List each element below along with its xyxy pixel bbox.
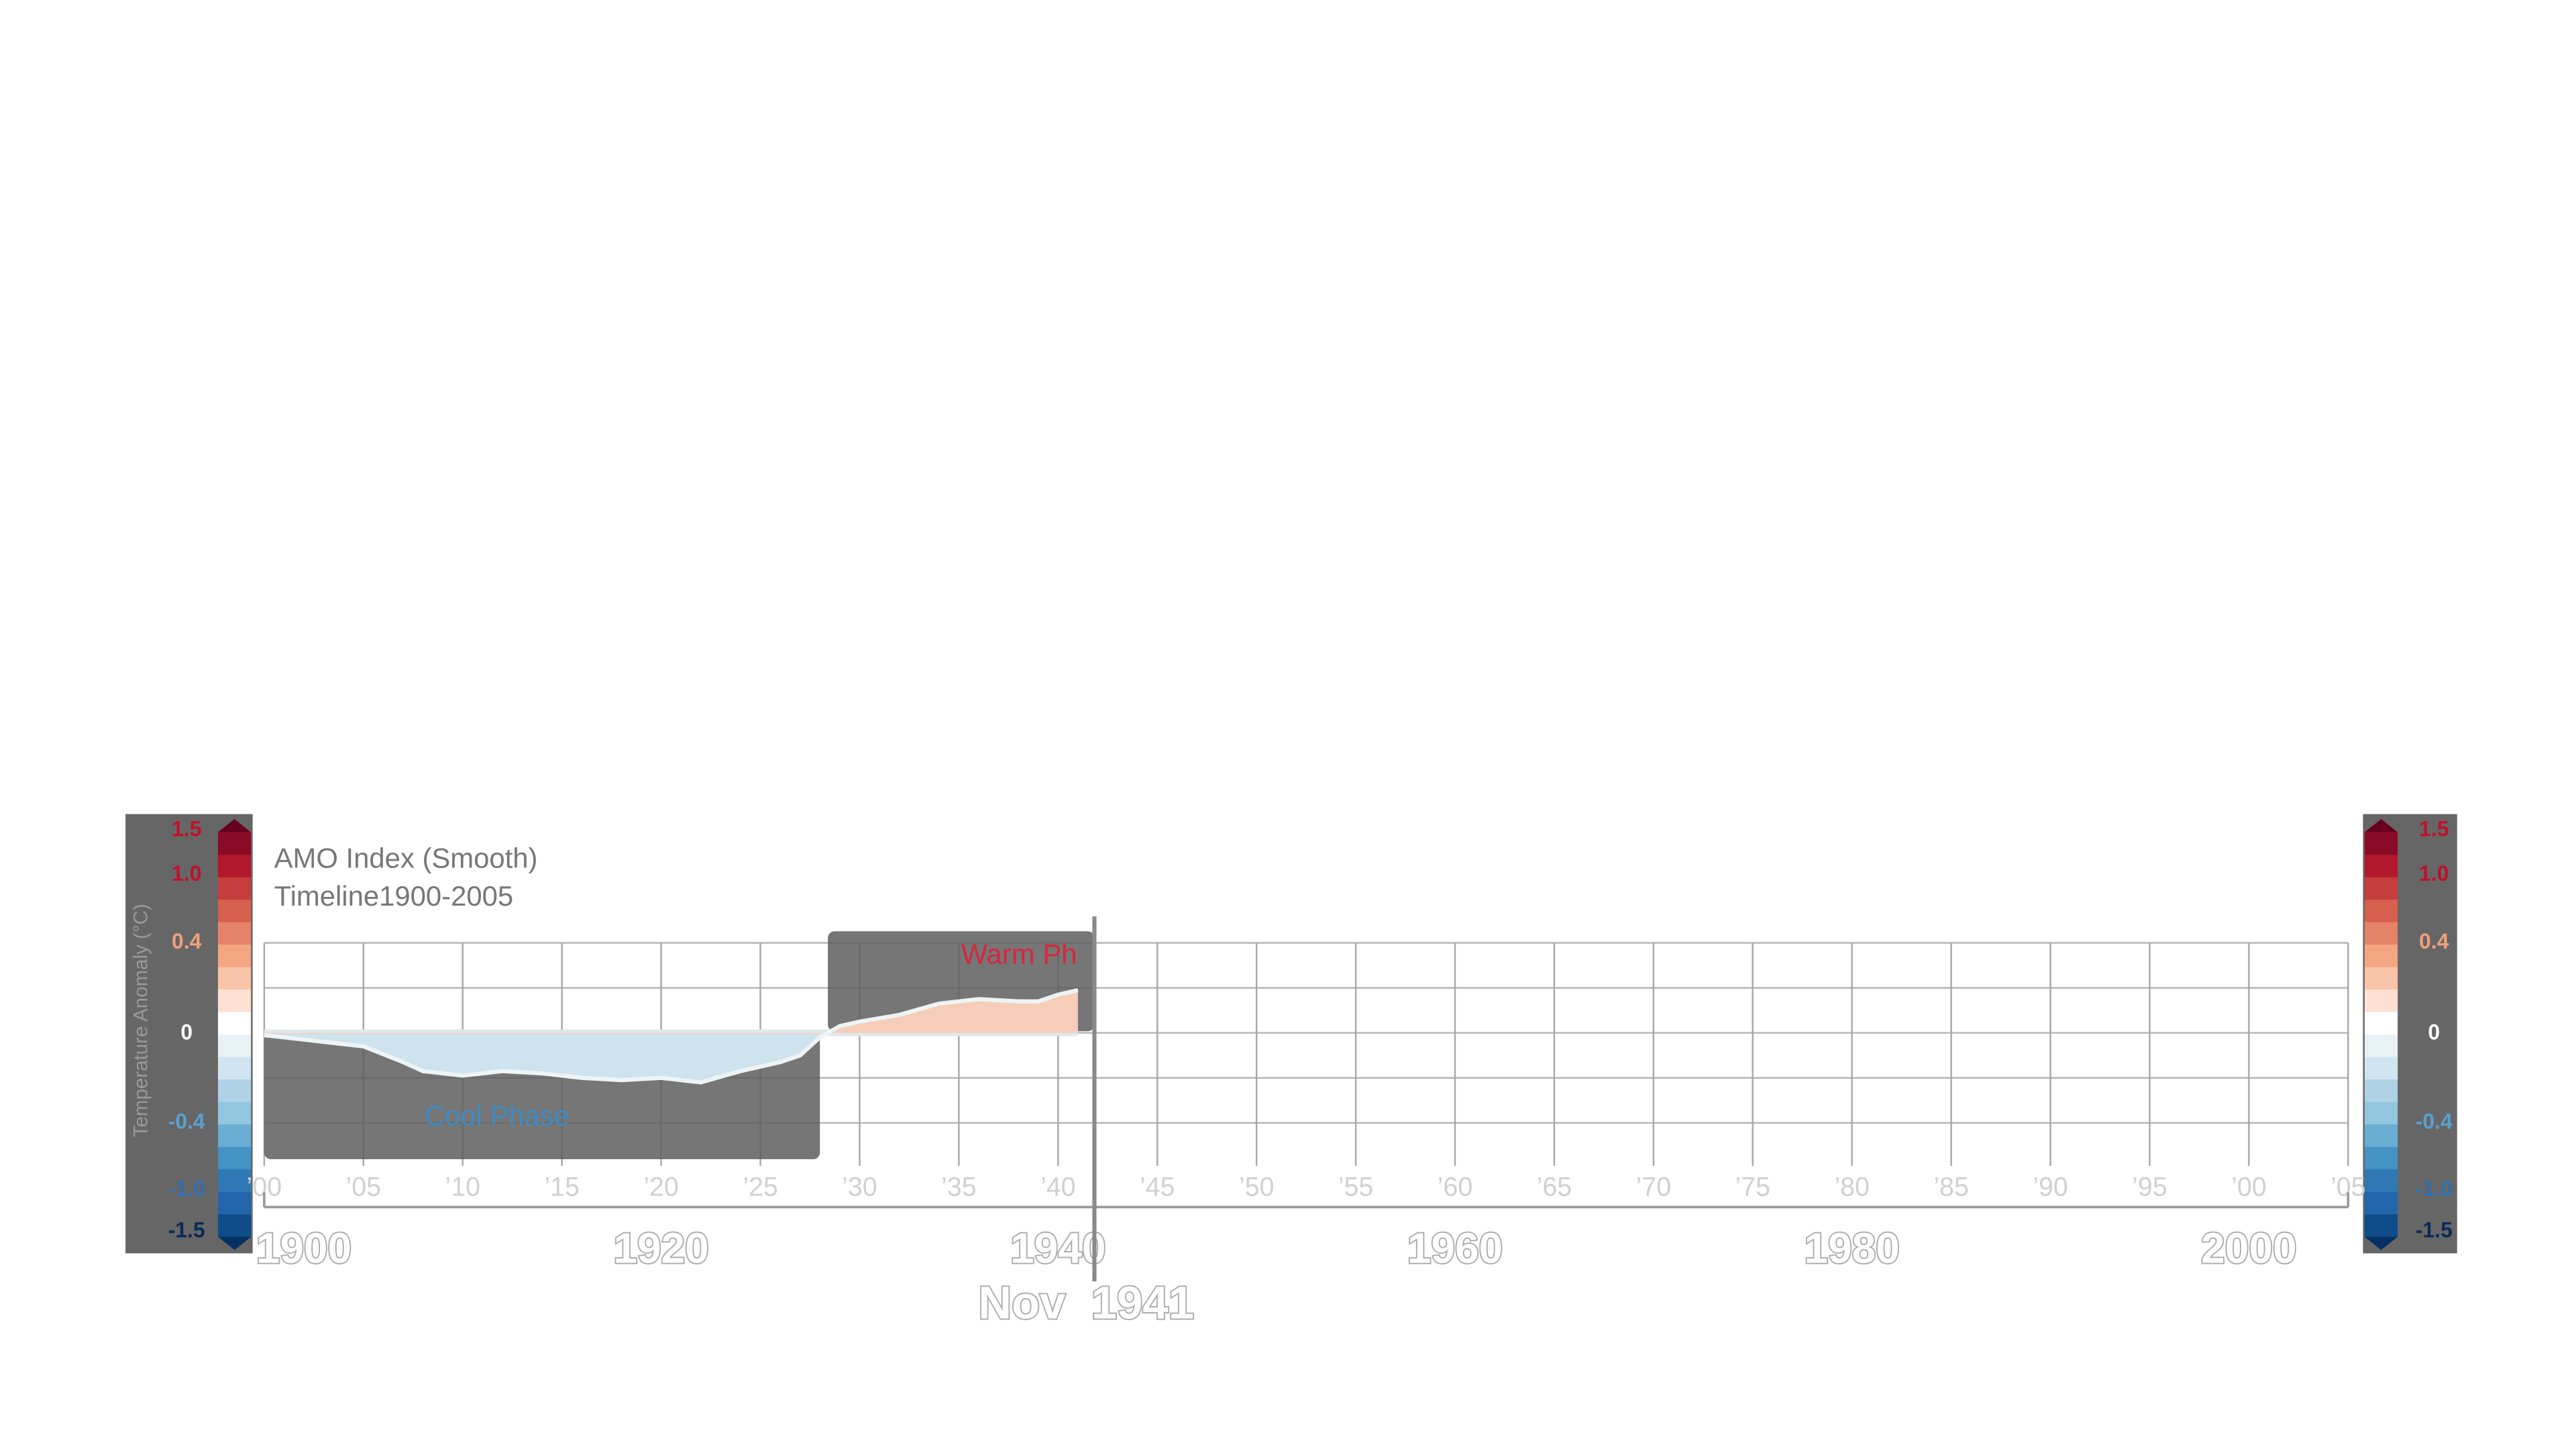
x-minor-tick-label: ’25 xyxy=(743,1173,778,1202)
x-major-tick-label: 1960 xyxy=(1407,1224,1503,1273)
x-minor-tick-label: ’70 xyxy=(1636,1173,1672,1202)
colorbar-swatch xyxy=(2364,1102,2398,1125)
x-minor-tick-label: ’55 xyxy=(1338,1173,1374,1202)
colorbar-cap xyxy=(2364,818,2398,833)
phase-label: Cool Phase xyxy=(425,1100,570,1132)
x-minor-tick-label: ’35 xyxy=(941,1173,977,1202)
colorbar-tick-label: 1.0 xyxy=(172,861,201,885)
colorbar-swatch xyxy=(217,1146,252,1170)
colorbar-tick-label: -1.0 xyxy=(2416,1177,2453,1201)
colorbar-swatch xyxy=(2364,900,2398,923)
colorbar-tick-label: -0.4 xyxy=(2416,1109,2453,1133)
colorbar-swatch xyxy=(217,967,252,990)
x-minor-tick-label: ’15 xyxy=(544,1173,580,1202)
area-fill-negative xyxy=(264,1033,826,1083)
x-minor-tick-label: ’65 xyxy=(1537,1173,1572,1202)
colorbar-swatch xyxy=(217,1191,252,1215)
colorbar-swatch xyxy=(217,1034,252,1058)
colorbar-swatch xyxy=(217,922,252,945)
x-minor-tick-label: ’40 xyxy=(1040,1173,1076,1202)
colorbar-tick-label: -1.5 xyxy=(2416,1218,2453,1242)
area-line xyxy=(264,987,1079,1085)
colorbar-tick-label: 0 xyxy=(2428,1020,2440,1044)
current-time-label: Nov 1941 xyxy=(978,1277,1194,1328)
colorbar-swatch xyxy=(2364,1146,2398,1170)
colorbar-swatch xyxy=(2364,1012,2398,1035)
colorbar-cap xyxy=(2364,1236,2398,1250)
colorbar-swatch xyxy=(217,855,252,878)
colorbar-swatch xyxy=(2364,832,2398,855)
colorbar-swatch xyxy=(2364,989,2398,1013)
colorbar-tick-label: 0.4 xyxy=(2419,929,2449,953)
colorbar-swatch xyxy=(217,1102,252,1125)
colorbar-tick-label: 0 xyxy=(180,1020,193,1044)
x-minor-tick-label: ’30 xyxy=(842,1173,877,1202)
colorbar-swatch xyxy=(217,1214,252,1238)
colorbar-swatch xyxy=(2364,1214,2398,1238)
colorbar-swatch xyxy=(2364,967,2398,990)
x-major-tick-label: 1920 xyxy=(613,1224,708,1273)
x-minor-tick-label: ’95 xyxy=(2132,1173,2167,1202)
colorbar-swatch xyxy=(2364,922,2398,945)
x-minor-tick-label: ’50 xyxy=(1239,1173,1275,1202)
x-minor-tick-label: ’00 xyxy=(2231,1173,2267,1202)
x-minor-tick-label: ’90 xyxy=(2033,1173,2068,1202)
colorbar-swatch xyxy=(217,945,252,968)
x-minor-tick-label: ’10 xyxy=(445,1173,480,1202)
colorbar-swatch xyxy=(2364,1034,2398,1058)
x-minor-tick-label: ’20 xyxy=(643,1173,679,1202)
colorbar-swatch xyxy=(2364,855,2398,878)
x-minor-tick-label: ’80 xyxy=(1834,1173,1870,1202)
x-minor-tick-label: ’45 xyxy=(1140,1173,1175,1202)
colorbar-swatch xyxy=(2364,1169,2398,1193)
x-major-tick-label: 1900 xyxy=(256,1224,352,1273)
x-minor-tick-label: ’85 xyxy=(1933,1173,1969,1202)
colorbar-tick-label: 1.5 xyxy=(2419,817,2449,841)
timeline: 1.5 1.0 0.4 0 -0.4 -1.0 -1.5 1.5 1.0 0.4 0 -0.4 -1.0… xyxy=(168,817,2453,1330)
colorbar-swatch xyxy=(2364,1124,2398,1148)
colorbar-swatch xyxy=(2364,1057,2398,1080)
colorbar-tick-label: -1.0 xyxy=(168,1177,205,1201)
x-minor-tick-label: ’75 xyxy=(1735,1173,1770,1202)
colorbar-swatch xyxy=(217,900,252,923)
colorbar-title: Temperature Anomaly (°C) xyxy=(129,904,152,1137)
colorbar-swatch xyxy=(217,832,252,855)
colorbar-cap xyxy=(217,818,252,833)
colorbar-tick-label: -0.4 xyxy=(168,1109,205,1133)
chart-title: AMO Index (Smooth) xyxy=(274,843,538,874)
colorbar-swatch xyxy=(217,989,252,1013)
x-major-tick-label: 2000 xyxy=(2201,1224,2296,1273)
colorbar-tick-label: 0.4 xyxy=(172,929,202,953)
colorbar-swatch xyxy=(217,877,252,900)
colorbar-swatch xyxy=(2364,1079,2398,1103)
phase-label: Warm Ph xyxy=(961,938,1077,969)
colorbar-swatch xyxy=(217,1079,252,1103)
colorbar-swatch xyxy=(2364,1191,2398,1215)
x-minor-tick-label: ’60 xyxy=(1438,1173,1473,1202)
colorbar-swatch xyxy=(2364,945,2398,968)
colorbar-tick-label: -1.5 xyxy=(168,1218,205,1242)
area-fill-positive xyxy=(264,989,1078,1034)
colorbar-swatch xyxy=(217,1169,252,1193)
colorbar-swatch xyxy=(2364,877,2398,900)
x-major-tick-label: 1980 xyxy=(1804,1224,1899,1273)
colorbar-cap xyxy=(217,1236,252,1250)
colorbar-swatch xyxy=(217,1012,252,1035)
colorbar-swatch xyxy=(217,1124,252,1148)
x-major-tick-label: 1940 xyxy=(1010,1224,1106,1273)
colorbar-tick-label: 1.5 xyxy=(172,817,201,841)
chart-subtitle: Timeline1900-2005 xyxy=(274,880,514,912)
colorbar-swatch xyxy=(217,1057,252,1080)
colorbar-tick-label: 1.0 xyxy=(2419,861,2449,885)
x-minor-tick-label: ’05 xyxy=(345,1173,381,1202)
